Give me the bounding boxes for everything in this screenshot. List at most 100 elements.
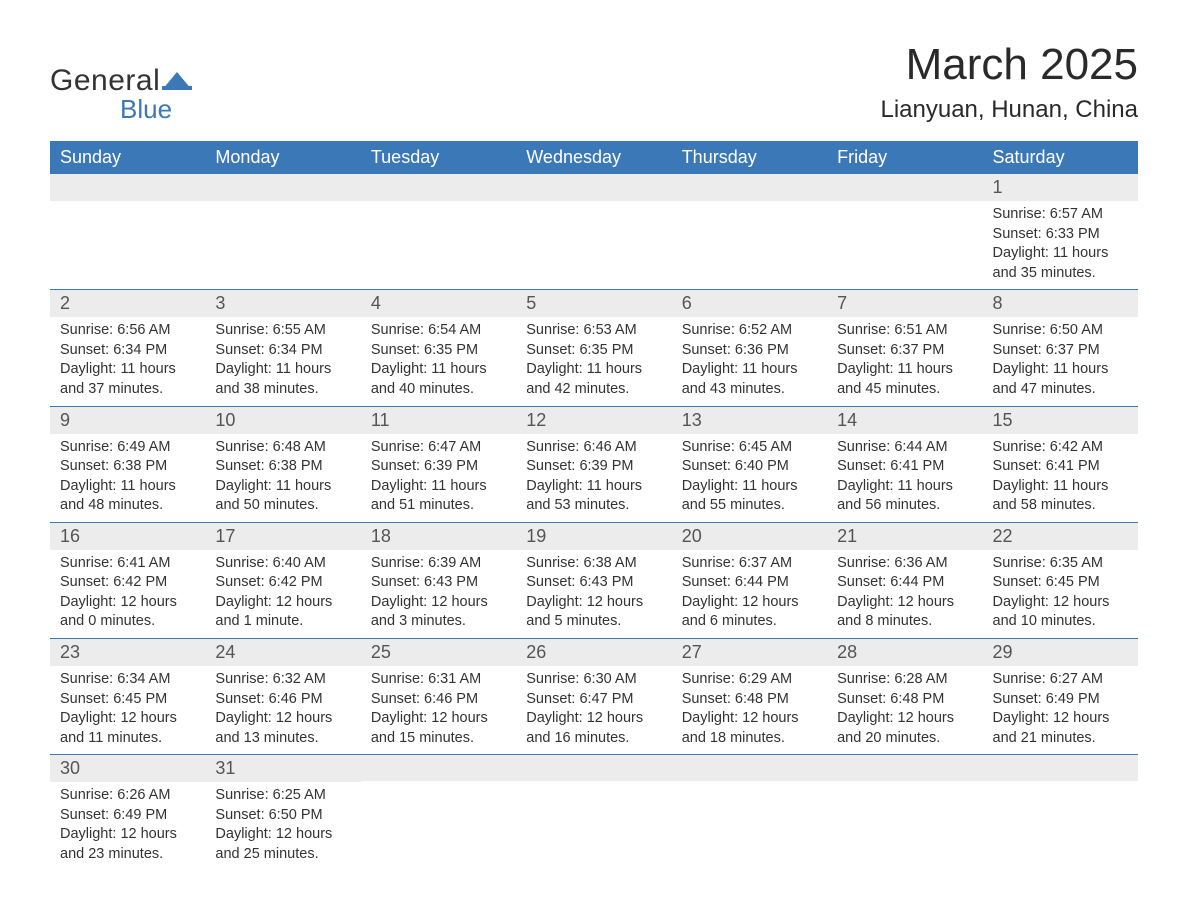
day-details: Sunrise: 6:29 AMSunset: 6:48 PMDaylight:… xyxy=(672,666,827,754)
empty-day-body xyxy=(361,201,516,289)
day-number: 11 xyxy=(361,406,516,434)
sunrise-text: Sunrise: 6:55 AM xyxy=(215,321,350,341)
sunset-text: Sunset: 6:33 PM xyxy=(993,225,1128,245)
day-number: 10 xyxy=(205,406,360,434)
calendar-cell: 18Sunrise: 6:39 AMSunset: 6:43 PMDayligh… xyxy=(361,522,516,638)
day-details: Sunrise: 6:32 AMSunset: 6:46 PMDaylight:… xyxy=(205,666,360,754)
sunrise-text: Sunrise: 6:35 AM xyxy=(993,554,1128,574)
weekday-header: Thursday xyxy=(672,141,827,174)
sunset-text: Sunset: 6:44 PM xyxy=(682,573,817,593)
calendar-body: 1Sunrise: 6:57 AMSunset: 6:33 PMDaylight… xyxy=(50,174,1138,871)
sunset-text: Sunset: 6:48 PM xyxy=(682,690,817,710)
day-details: Sunrise: 6:35 AMSunset: 6:45 PMDaylight:… xyxy=(983,550,1138,638)
day-details: Sunrise: 6:30 AMSunset: 6:47 PMDaylight:… xyxy=(516,666,671,754)
day-details: Sunrise: 6:47 AMSunset: 6:39 PMDaylight:… xyxy=(361,434,516,522)
calendar-cell xyxy=(983,754,1138,870)
daylight-text: Daylight: 12 hours and 15 minutes. xyxy=(371,709,506,748)
day-number: 25 xyxy=(361,638,516,666)
sunset-text: Sunset: 6:34 PM xyxy=(215,341,350,361)
sunrise-text: Sunrise: 6:40 AM xyxy=(215,554,350,574)
empty-day-body xyxy=(516,201,671,289)
daylight-text: Daylight: 11 hours and 35 minutes. xyxy=(993,244,1128,283)
daylight-text: Daylight: 11 hours and 55 minutes. xyxy=(682,477,817,516)
logo-text-general: General xyxy=(50,64,160,98)
sunrise-text: Sunrise: 6:47 AM xyxy=(371,438,506,458)
sunrise-text: Sunrise: 6:32 AM xyxy=(215,670,350,690)
daylight-text: Daylight: 11 hours and 40 minutes. xyxy=(371,360,506,399)
sunrise-text: Sunrise: 6:52 AM xyxy=(682,321,817,341)
day-details: Sunrise: 6:52 AMSunset: 6:36 PMDaylight:… xyxy=(672,317,827,405)
sunrise-text: Sunrise: 6:29 AM xyxy=(682,670,817,690)
calendar-week-row: 9Sunrise: 6:49 AMSunset: 6:38 PMDaylight… xyxy=(50,406,1138,522)
daylight-text: Daylight: 12 hours and 18 minutes. xyxy=(682,709,817,748)
calendar-week-row: 2Sunrise: 6:56 AMSunset: 6:34 PMDaylight… xyxy=(50,289,1138,405)
calendar-cell xyxy=(516,754,671,870)
sunset-text: Sunset: 6:39 PM xyxy=(526,457,661,477)
calendar-cell: 17Sunrise: 6:40 AMSunset: 6:42 PMDayligh… xyxy=(205,522,360,638)
daylight-text: Daylight: 12 hours and 16 minutes. xyxy=(526,709,661,748)
calendar-cell xyxy=(361,174,516,289)
day-details: Sunrise: 6:31 AMSunset: 6:46 PMDaylight:… xyxy=(361,666,516,754)
empty-day xyxy=(827,174,982,201)
day-details: Sunrise: 6:46 AMSunset: 6:39 PMDaylight:… xyxy=(516,434,671,522)
daylight-text: Daylight: 12 hours and 20 minutes. xyxy=(837,709,972,748)
sunrise-text: Sunrise: 6:44 AM xyxy=(837,438,972,458)
calendar-week-row: 23Sunrise: 6:34 AMSunset: 6:45 PMDayligh… xyxy=(50,638,1138,754)
day-details: Sunrise: 6:42 AMSunset: 6:41 PMDaylight:… xyxy=(983,434,1138,522)
calendar-cell: 29Sunrise: 6:27 AMSunset: 6:49 PMDayligh… xyxy=(983,638,1138,754)
title-block: March 2025 Lianyuan, Hunan, China xyxy=(880,40,1138,124)
sunrise-text: Sunrise: 6:54 AM xyxy=(371,321,506,341)
calendar-cell: 27Sunrise: 6:29 AMSunset: 6:48 PMDayligh… xyxy=(672,638,827,754)
daylight-text: Daylight: 11 hours and 42 minutes. xyxy=(526,360,661,399)
day-details: Sunrise: 6:40 AMSunset: 6:42 PMDaylight:… xyxy=(205,550,360,638)
weekday-header: Wednesday xyxy=(516,141,671,174)
daylight-text: Daylight: 12 hours and 25 minutes. xyxy=(215,825,350,864)
day-number: 19 xyxy=(516,522,671,550)
day-number: 23 xyxy=(50,638,205,666)
sunset-text: Sunset: 6:38 PM xyxy=(215,457,350,477)
weekday-header: Monday xyxy=(205,141,360,174)
day-details: Sunrise: 6:36 AMSunset: 6:44 PMDaylight:… xyxy=(827,550,982,638)
daylight-text: Daylight: 11 hours and 56 minutes. xyxy=(837,477,972,516)
calendar-week-row: 30Sunrise: 6:26 AMSunset: 6:49 PMDayligh… xyxy=(50,754,1138,870)
sunset-text: Sunset: 6:43 PM xyxy=(526,573,661,593)
sunset-text: Sunset: 6:47 PM xyxy=(526,690,661,710)
sunset-text: Sunset: 6:37 PM xyxy=(837,341,972,361)
calendar-cell: 7Sunrise: 6:51 AMSunset: 6:37 PMDaylight… xyxy=(827,289,982,405)
empty-day xyxy=(50,174,205,201)
calendar-cell: 30Sunrise: 6:26 AMSunset: 6:49 PMDayligh… xyxy=(50,754,205,870)
calendar-cell: 22Sunrise: 6:35 AMSunset: 6:45 PMDayligh… xyxy=(983,522,1138,638)
location-label: Lianyuan, Hunan, China xyxy=(880,96,1138,124)
daylight-text: Daylight: 12 hours and 10 minutes. xyxy=(993,593,1128,632)
day-details: Sunrise: 6:55 AMSunset: 6:34 PMDaylight:… xyxy=(205,317,360,405)
sunrise-text: Sunrise: 6:31 AM xyxy=(371,670,506,690)
sunrise-text: Sunrise: 6:48 AM xyxy=(215,438,350,458)
calendar-cell xyxy=(516,174,671,289)
daylight-text: Daylight: 11 hours and 43 minutes. xyxy=(682,360,817,399)
calendar-cell: 19Sunrise: 6:38 AMSunset: 6:43 PMDayligh… xyxy=(516,522,671,638)
day-details: Sunrise: 6:41 AMSunset: 6:42 PMDaylight:… xyxy=(50,550,205,638)
calendar-cell: 14Sunrise: 6:44 AMSunset: 6:41 PMDayligh… xyxy=(827,406,982,522)
sunset-text: Sunset: 6:48 PM xyxy=(837,690,972,710)
sunset-text: Sunset: 6:39 PM xyxy=(371,457,506,477)
day-details: Sunrise: 6:25 AMSunset: 6:50 PMDaylight:… xyxy=(205,782,360,870)
calendar-cell: 21Sunrise: 6:36 AMSunset: 6:44 PMDayligh… xyxy=(827,522,982,638)
day-details: Sunrise: 6:26 AMSunset: 6:49 PMDaylight:… xyxy=(50,782,205,870)
day-details: Sunrise: 6:49 AMSunset: 6:38 PMDaylight:… xyxy=(50,434,205,522)
empty-day-body xyxy=(672,201,827,289)
day-number: 3 xyxy=(205,289,360,317)
calendar-cell: 11Sunrise: 6:47 AMSunset: 6:39 PMDayligh… xyxy=(361,406,516,522)
day-number: 15 xyxy=(983,406,1138,434)
daylight-text: Daylight: 11 hours and 37 minutes. xyxy=(60,360,195,399)
sunrise-text: Sunrise: 6:25 AM xyxy=(215,786,350,806)
calendar-cell: 10 Sunrise: 6:48 AMSunset: 6:38 PMDayligh… xyxy=(205,406,360,522)
sunset-text: Sunset: 6:42 PM xyxy=(60,573,195,593)
calendar-cell: 4Sunrise: 6:54 AMSunset: 6:35 PMDaylight… xyxy=(361,289,516,405)
day-number: 13 xyxy=(672,406,827,434)
daylight-text: Daylight: 11 hours and 50 minutes. xyxy=(215,477,350,516)
daylight-text: Daylight: 11 hours and 48 minutes. xyxy=(60,477,195,516)
day-details: Sunrise: 6:44 AMSunset: 6:41 PMDaylight:… xyxy=(827,434,982,522)
daylight-text: Daylight: 12 hours and 0 minutes. xyxy=(60,593,195,632)
sunrise-text: Sunrise: 6:37 AM xyxy=(682,554,817,574)
day-number: 8 xyxy=(983,289,1138,317)
